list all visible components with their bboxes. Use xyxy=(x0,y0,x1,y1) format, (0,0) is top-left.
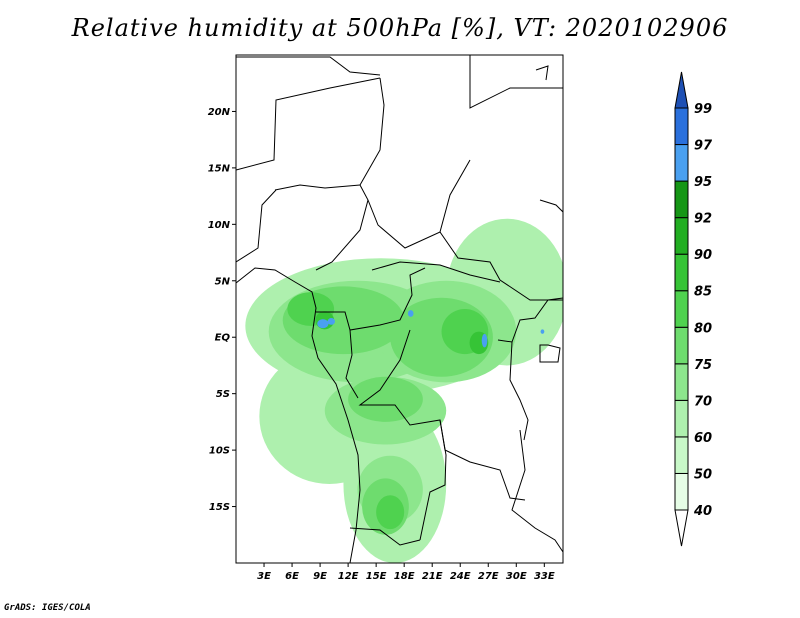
colorbar-segment xyxy=(674,180,689,219)
lon-tick-label: 12E xyxy=(338,571,359,582)
colorbar-label: 75 xyxy=(694,358,712,373)
colorbar-label: 40 xyxy=(693,504,712,519)
border-line xyxy=(236,189,277,263)
border-line xyxy=(367,199,563,301)
colorbar-segment xyxy=(674,144,689,182)
country-borders xyxy=(236,55,563,563)
lat-tick-label: 20N xyxy=(208,107,231,118)
colorbar-label: 85 xyxy=(694,285,712,300)
colorbar-label: 99 xyxy=(694,102,712,117)
colorbar-label: 92 xyxy=(694,212,712,227)
border-line xyxy=(236,56,381,76)
border-line xyxy=(236,77,381,171)
colorbar-segment xyxy=(674,71,689,109)
lon-tick-label: 6E xyxy=(285,571,299,582)
border-line xyxy=(358,329,526,501)
border-line xyxy=(439,159,471,233)
lat-tick-label: 10N xyxy=(208,220,231,231)
colorbar-segment xyxy=(674,436,689,474)
lat-tick-label: 5S xyxy=(216,389,230,400)
lat-tick-label: EQ xyxy=(215,333,231,344)
lat-tick-label: 10S xyxy=(209,446,230,457)
border-line xyxy=(497,297,563,343)
humidity-region xyxy=(540,329,545,334)
colorbar-label: 80 xyxy=(694,321,712,336)
lat-tick-label: 15S xyxy=(209,502,230,513)
lon-tick-label: 24E xyxy=(450,571,471,582)
border-line xyxy=(274,184,361,191)
colorbar: 40 50 60 70 75 80 85 90 92 95 97 99 xyxy=(674,71,713,547)
colorbar-segment xyxy=(674,472,689,511)
border-line xyxy=(315,77,385,271)
colorbar-label: 60 xyxy=(694,431,712,446)
colorbar-label: 70 xyxy=(694,394,712,409)
border-line xyxy=(316,267,426,331)
humidity-region xyxy=(317,319,329,329)
humidity-region xyxy=(407,310,414,317)
colorbar-label: 90 xyxy=(694,248,712,263)
humidity-region xyxy=(481,333,488,348)
humidity-shading xyxy=(245,218,563,563)
border-line xyxy=(511,429,563,553)
lon-tick-label: 30E xyxy=(506,571,527,582)
border-line xyxy=(349,527,421,546)
lon-tick-label: 18E xyxy=(394,571,415,582)
colorbar-segment xyxy=(674,107,689,146)
lon-tick-label: 21E xyxy=(422,571,443,582)
plot-frame xyxy=(235,54,564,564)
border-line xyxy=(419,419,447,541)
lon-tick-label: 33E xyxy=(534,571,555,582)
colorbar-segment xyxy=(674,290,689,328)
border-line xyxy=(539,199,563,213)
colorbar-label: 95 xyxy=(694,175,712,190)
border-line xyxy=(236,267,361,563)
border-line xyxy=(345,329,359,399)
grads-credit: GrADS: IGES/COLA xyxy=(4,603,91,613)
humidity-region xyxy=(327,318,336,325)
lon-tick-label: 15E xyxy=(366,571,387,582)
border-line xyxy=(539,344,561,363)
border-line xyxy=(469,55,563,109)
lat-tick-label: 5N xyxy=(215,276,231,287)
humidity-region xyxy=(376,495,405,530)
border-line xyxy=(509,341,529,441)
humidity-region xyxy=(348,376,423,422)
lon-tick-label: 27E xyxy=(478,571,499,582)
colorbar-segment xyxy=(674,509,689,547)
lon-tick-label: 3E xyxy=(257,571,271,582)
colorbar-segment xyxy=(674,399,689,438)
colorbar-segment xyxy=(674,253,689,292)
colorbar-label: 97 xyxy=(694,139,713,154)
lat-tick-label: 15N xyxy=(208,163,231,174)
colorbar-segment xyxy=(674,217,689,255)
border-line xyxy=(371,261,501,283)
colorbar-label: 50 xyxy=(694,467,712,482)
axis-ticks: 20N 15N 10N 5N EQ 5S 10S 15S 3E 6E 9E 12E 15E 18E 21E 2… xyxy=(208,107,555,582)
chart-title: Relative humidity at 500hPa [%], VT: 202… xyxy=(71,14,729,42)
colorbar-segment xyxy=(674,363,689,401)
lon-tick-label: 9E xyxy=(313,571,327,582)
colorbar-segment xyxy=(674,326,689,365)
border-line xyxy=(535,65,549,81)
